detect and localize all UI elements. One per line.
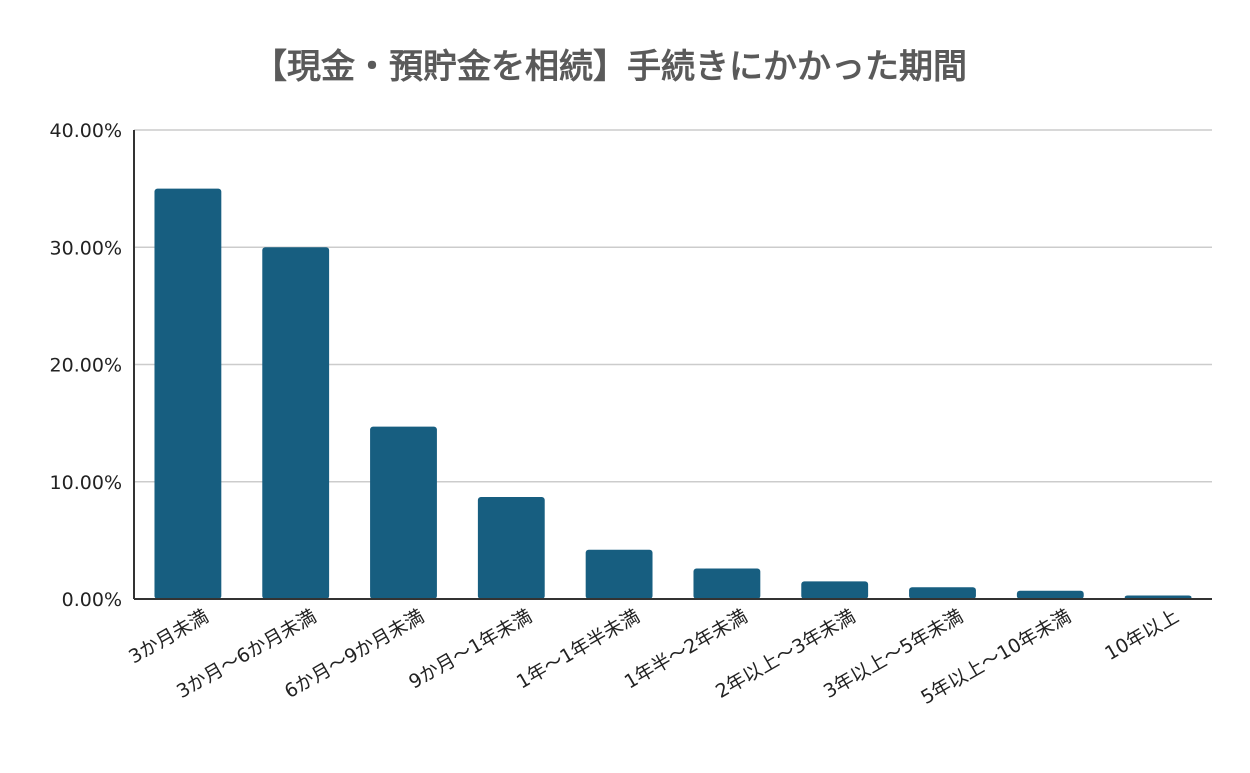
- y-tick-label: 30.00%: [50, 237, 122, 259]
- bars: [154, 188, 1192, 599]
- y-tick-label: 20.00%: [50, 355, 122, 377]
- bar: [154, 188, 222, 599]
- bar: [693, 568, 761, 599]
- bar: [370, 426, 437, 599]
- x-axis-tick-labels: 3か月未満3か月～6か月未満6か月～9か月未満9か月～1年未満1年～1年半未満1…: [125, 605, 1182, 709]
- y-tick-label: 10.00%: [50, 472, 122, 494]
- x-tick-label: 3か月未満: [125, 605, 212, 668]
- y-tick-label: 0.00%: [62, 589, 122, 611]
- bar: [909, 587, 976, 599]
- bar: [262, 247, 330, 599]
- bar: [801, 581, 869, 599]
- bar: [1016, 590, 1084, 599]
- y-tick-label: 40.00%: [50, 120, 122, 142]
- x-tick-label: 10年以上: [1101, 605, 1182, 665]
- bar: [585, 549, 653, 599]
- y-axis-tick-labels: 0.00% 10.00% 20.00% 30.00% 40.00%: [50, 120, 122, 611]
- chart-title: 【現金・預貯金を相続】手続きにかかった期間: [253, 47, 967, 87]
- bar: [477, 496, 545, 599]
